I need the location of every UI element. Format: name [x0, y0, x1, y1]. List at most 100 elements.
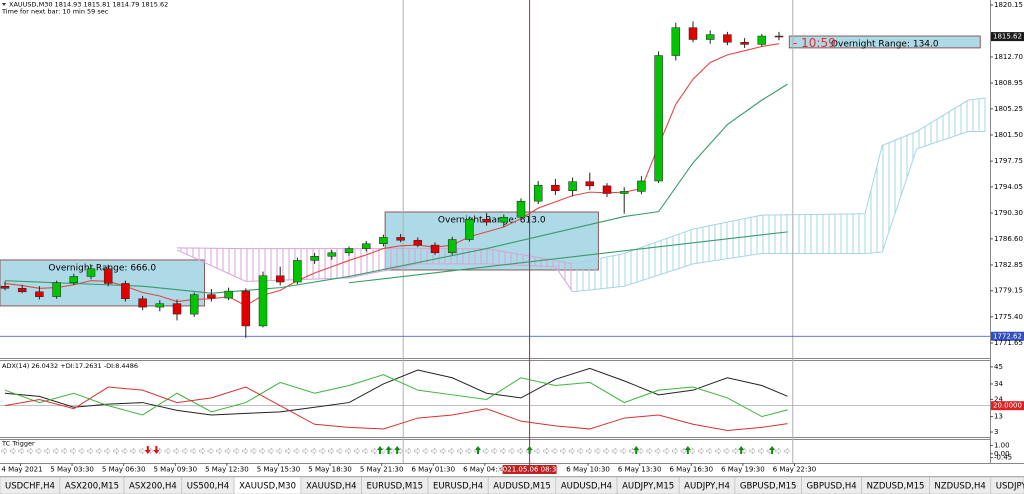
- tc-neutral-arrow: [577, 447, 584, 455]
- x-tick-label: 4 May 2021: [1, 466, 42, 474]
- tab[interactable]: XAUUSD,H4: [306, 482, 357, 492]
- candle-body: [482, 219, 491, 223]
- menu-arrow: [2, 3, 6, 6]
- tab-bg[interactable]: [990, 476, 1024, 494]
- tab[interactable]: EURUSD,M15: [367, 482, 424, 492]
- tc-neutral-arrow: [224, 447, 231, 455]
- cloud-upper: [176, 247, 573, 265]
- y-tick-label: 1805.25: [994, 105, 1023, 113]
- x-tick-label: 5 May 03:30: [50, 466, 94, 474]
- tc-neutral-arrow: [95, 447, 102, 455]
- tc-neutral-arrow: [9, 447, 16, 455]
- adx-level-bg: [991, 401, 1024, 411]
- tab[interactable]: XAUUSD,M30: [239, 482, 296, 492]
- candle-body: [258, 275, 268, 327]
- tc-neutral-arrow: [500, 447, 507, 455]
- candle-body: [602, 185, 612, 194]
- tc-neutral-arrow: [491, 447, 498, 455]
- tc-neutral-arrow: [259, 447, 266, 455]
- candle-body: [723, 34, 732, 43]
- tab[interactable]: ASX200,M15: [65, 482, 119, 492]
- candle-body: [654, 55, 663, 182]
- level-label: 1772.62: [993, 332, 1022, 340]
- tc-up-arrow: [769, 446, 776, 454]
- candle-body: [619, 191, 629, 194]
- tc-neutral-arrow: [706, 447, 713, 455]
- candle-body: [121, 283, 130, 300]
- cloud-lower: [572, 131, 986, 293]
- tab[interactable]: AUDJPY,M15: [622, 482, 674, 492]
- tab[interactable]: USDJPY,M15: [996, 482, 1024, 492]
- symbol-header: XAUUSD,M30 1814.93 1815.81 1814.79 1815.…: [9, 1, 168, 9]
- tc-neutral-arrow: [620, 447, 627, 455]
- tc-neutral-arrow: [775, 447, 782, 455]
- candle-body: [705, 34, 715, 40]
- tab[interactable]: US500,H4: [187, 482, 229, 492]
- tc-neutral-arrow: [560, 447, 567, 455]
- tab[interactable]: NZDUSD,H4: [934, 482, 985, 492]
- tc-neutral-arrow: [285, 447, 292, 455]
- x-tick-label: 6 May 13:30: [618, 466, 662, 474]
- tc-neutral-arrow: [267, 447, 274, 455]
- adx-line: [4, 386, 788, 431]
- tc-neutral-arrow: [422, 447, 429, 455]
- tc-neutral-arrow: [130, 447, 137, 455]
- tc-neutral-arrow: [345, 447, 352, 455]
- tc-neutral-arrow: [551, 447, 558, 455]
- adx-tick-label: 34: [994, 380, 1003, 388]
- tc-neutral-arrow: [465, 447, 472, 455]
- candle-body: [241, 290, 251, 327]
- tc-neutral-arrow: [586, 447, 593, 455]
- tc-neutral-arrow: [138, 447, 145, 455]
- tc-neutral-arrow: [689, 447, 696, 455]
- y-tick-label: 1797.75: [994, 157, 1023, 165]
- tc-neutral-arrow: [216, 447, 223, 455]
- x-tick-label: 5 May 09:30: [153, 466, 197, 474]
- candle-body: [103, 268, 113, 284]
- candle-body: [189, 294, 199, 315]
- level-label-bg: [991, 331, 1024, 341]
- tc-neutral-arrow: [353, 447, 360, 455]
- tab[interactable]: GBPUSD,M15: [740, 482, 797, 492]
- candle-body: [430, 244, 440, 254]
- tc-neutral-arrow: [250, 447, 257, 455]
- x-tick-label: 2021.05.06 08:30: [498, 466, 560, 474]
- tc-neutral-arrow: [568, 447, 575, 455]
- x-tick-label: 5 May 21:30: [360, 466, 404, 474]
- cloud-lower: [176, 249, 574, 293]
- adx-level-label: 20.0000: [993, 402, 1022, 410]
- candle-body: [310, 256, 319, 261]
- tc-neutral-arrow: [758, 447, 765, 455]
- tc-neutral-arrow: [603, 447, 610, 455]
- tab[interactable]: GBPUSD,H4: [806, 482, 856, 492]
- candle-body: [379, 237, 388, 244]
- tc-neutral-arrow: [732, 447, 739, 455]
- adx-tick-label: 3: [994, 428, 998, 436]
- candle-body: [757, 35, 767, 45]
- candle-body: [447, 239, 457, 254]
- tc-neutral-arrow: [319, 447, 326, 455]
- tc-neutral-arrow: [207, 447, 214, 455]
- tab[interactable]: AUDUSD,H4: [561, 482, 612, 492]
- countdown: - 10:59: [793, 36, 836, 50]
- crosshair-label-bg: [502, 465, 557, 474]
- tab[interactable]: AUDUSD,M15: [493, 482, 551, 492]
- tc-neutral-arrow: [18, 447, 25, 455]
- x-tick-label: 5 May 18:30: [308, 466, 352, 474]
- tab[interactable]: EURUSD,H4: [433, 482, 483, 492]
- tc-up-arrow: [385, 446, 392, 454]
- candle-body: [86, 268, 96, 277]
- tc-neutral-arrow: [723, 447, 730, 455]
- tc-neutral-arrow: [242, 447, 249, 455]
- tab[interactable]: AUDJPY,H4: [684, 482, 730, 492]
- range-label: Overnight Range: 813.0: [438, 215, 546, 225]
- tc-neutral-arrow: [543, 447, 550, 455]
- candle-body: [688, 27, 698, 40]
- tab[interactable]: USDCHF,H4: [5, 482, 55, 492]
- tab[interactable]: ASX200,H4: [129, 482, 177, 492]
- tc-neutral-arrow: [164, 447, 171, 455]
- range-box: [788, 35, 981, 49]
- candle-body: [671, 27, 681, 56]
- tab[interactable]: NZDUSD,M15: [867, 482, 925, 492]
